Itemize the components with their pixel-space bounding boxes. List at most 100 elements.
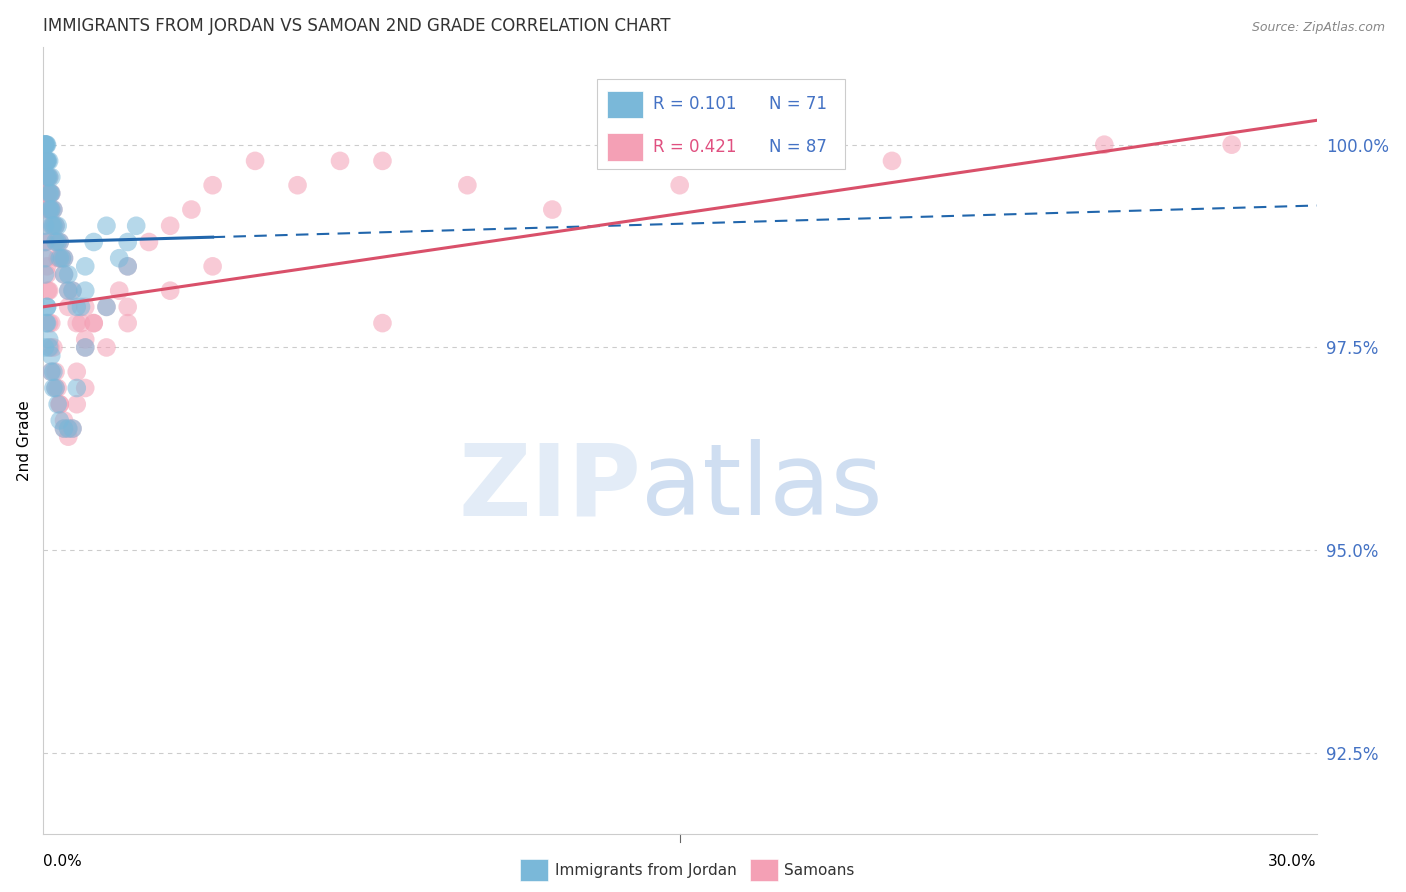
Point xyxy=(58,268,80,282)
Point xyxy=(287,178,309,193)
Point xyxy=(75,284,97,298)
Point xyxy=(39,202,62,217)
Point xyxy=(96,300,118,314)
Point xyxy=(58,421,80,435)
Point xyxy=(53,413,76,427)
Point xyxy=(53,268,76,282)
Point xyxy=(49,413,72,427)
Point xyxy=(46,235,69,249)
FancyBboxPatch shape xyxy=(520,859,548,881)
Text: Source: ZipAtlas.com: Source: ZipAtlas.com xyxy=(1251,21,1385,34)
Point xyxy=(49,397,72,411)
Point xyxy=(49,397,72,411)
Point xyxy=(108,284,131,298)
Point xyxy=(39,186,62,201)
Point xyxy=(62,284,84,298)
FancyBboxPatch shape xyxy=(598,78,845,169)
Point xyxy=(46,251,69,265)
Point xyxy=(35,251,58,265)
Point xyxy=(39,341,62,355)
Point xyxy=(668,178,690,193)
Point xyxy=(38,332,60,346)
Point xyxy=(75,341,97,355)
FancyBboxPatch shape xyxy=(607,133,643,161)
Text: Samoans: Samoans xyxy=(785,863,855,878)
Point xyxy=(1220,137,1243,152)
Point xyxy=(34,235,56,249)
FancyBboxPatch shape xyxy=(749,859,778,881)
Point xyxy=(201,260,224,274)
Point xyxy=(46,219,69,233)
Point xyxy=(38,202,60,217)
Point xyxy=(96,341,118,355)
Point xyxy=(66,381,89,395)
Point xyxy=(34,170,56,185)
Point xyxy=(44,381,66,395)
Point xyxy=(42,202,65,217)
Point xyxy=(39,365,62,379)
Point xyxy=(329,153,352,168)
Point xyxy=(38,170,60,185)
Point xyxy=(83,235,105,249)
Point xyxy=(117,300,139,314)
Point xyxy=(35,300,58,314)
Point xyxy=(53,251,76,265)
Point xyxy=(46,381,69,395)
Point xyxy=(75,300,97,314)
Point xyxy=(35,137,58,152)
Point xyxy=(75,260,97,274)
Point xyxy=(35,170,58,185)
Text: IMMIGRANTS FROM JORDAN VS SAMOAN 2ND GRADE CORRELATION CHART: IMMIGRANTS FROM JORDAN VS SAMOAN 2ND GRA… xyxy=(42,17,671,35)
Point xyxy=(125,219,148,233)
Point xyxy=(35,316,58,330)
Point xyxy=(70,300,93,314)
Point xyxy=(35,153,58,168)
Point xyxy=(39,186,62,201)
Point xyxy=(35,300,58,314)
Point xyxy=(42,381,65,395)
Point xyxy=(34,341,56,355)
Point xyxy=(53,421,76,435)
Text: Immigrants from Jordan: Immigrants from Jordan xyxy=(555,863,737,878)
Point xyxy=(38,316,60,330)
Point xyxy=(35,268,58,282)
Point xyxy=(66,365,89,379)
Point xyxy=(35,153,58,168)
Point xyxy=(117,235,139,249)
Y-axis label: 2nd Grade: 2nd Grade xyxy=(17,401,32,481)
Point xyxy=(53,268,76,282)
Point xyxy=(58,284,80,298)
Point xyxy=(66,300,89,314)
Point xyxy=(38,341,60,355)
Point xyxy=(541,202,564,217)
Point xyxy=(34,137,56,152)
Point xyxy=(117,260,139,274)
Text: R = 0.101: R = 0.101 xyxy=(652,95,737,113)
Point xyxy=(51,251,73,265)
Point xyxy=(39,202,62,217)
Point xyxy=(42,365,65,379)
Point xyxy=(62,421,84,435)
Point xyxy=(58,300,80,314)
Point xyxy=(35,186,58,201)
Point xyxy=(42,219,65,233)
Point xyxy=(51,251,73,265)
Text: N = 87: N = 87 xyxy=(769,137,827,156)
Point xyxy=(37,284,59,298)
Point xyxy=(49,251,72,265)
Point xyxy=(41,219,63,233)
Point xyxy=(35,153,58,168)
Point xyxy=(39,202,62,217)
Point xyxy=(44,219,66,233)
Point xyxy=(39,219,62,233)
Text: R = 0.421: R = 0.421 xyxy=(652,137,737,156)
Point xyxy=(83,316,105,330)
Point xyxy=(58,284,80,298)
Point xyxy=(62,421,84,435)
Point xyxy=(53,251,76,265)
Point xyxy=(37,170,59,185)
Point xyxy=(75,381,97,395)
Point xyxy=(37,170,59,185)
Point xyxy=(49,251,72,265)
Point xyxy=(34,137,56,152)
